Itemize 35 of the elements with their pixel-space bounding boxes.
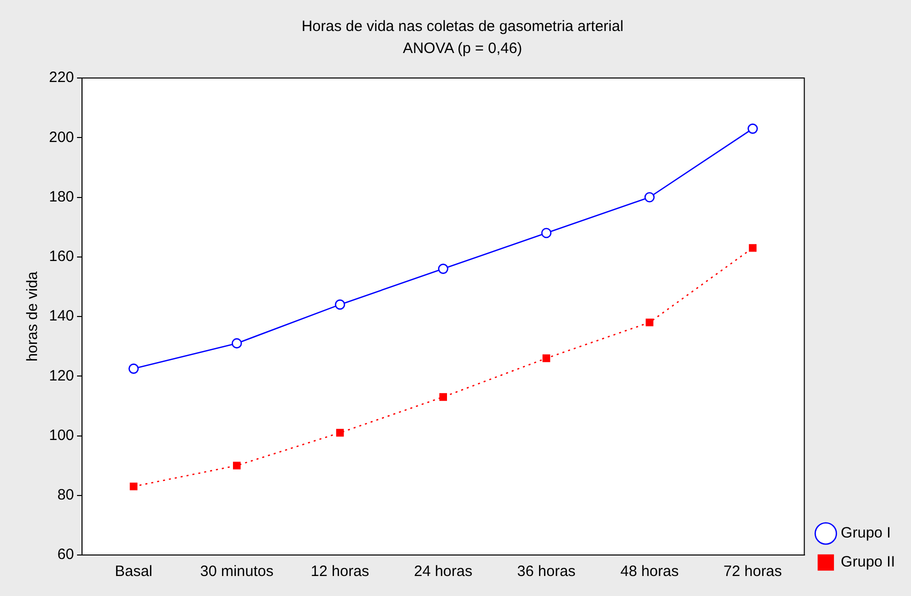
x-tick-label: 72 horas [724, 563, 782, 580]
y-tick-label: 200 [48, 128, 74, 146]
legend-label: Grupo I [840, 524, 891, 542]
y-tick-label: 120 [48, 367, 74, 384]
point [130, 482, 138, 490]
point [232, 462, 241, 470]
chart-title: Horas de vida nas coletas de gasometria arterial [302, 18, 624, 36]
x-tick-label: 24 horas [414, 563, 472, 580]
point [644, 192, 655, 202]
point [232, 338, 242, 348]
y-tick-label: 180 [48, 188, 74, 206]
x-tick-label: 36 horas [517, 563, 576, 580]
y-tick-label: 80 [57, 486, 74, 504]
point [542, 354, 550, 362]
y-tick-label: 60 [57, 546, 74, 564]
point [748, 124, 758, 134]
point [439, 393, 447, 401]
point [128, 364, 139, 374]
x-tick-label: 12 horas [310, 563, 370, 580]
point [541, 228, 552, 238]
point [748, 244, 757, 252]
point [438, 264, 448, 274]
chart-subtitle: ANOVA (p = 0,46) [402, 40, 522, 58]
x-tick-label: 30 minutos [200, 563, 274, 580]
y-tick-label: 140 [48, 308, 74, 325]
y-axis-title: horas de vida [24, 270, 42, 362]
x-tick-label: 48 horas [620, 563, 679, 580]
legend-label: Grupo II [840, 554, 896, 571]
point [334, 299, 346, 310]
point [646, 318, 654, 326]
point [336, 428, 344, 437]
x-tick-label: Basal [114, 563, 152, 580]
y-tick-label: 220 [48, 69, 74, 86]
y-tick-label: 100 [48, 426, 74, 444]
y-tick-label: 160 [48, 248, 74, 266]
